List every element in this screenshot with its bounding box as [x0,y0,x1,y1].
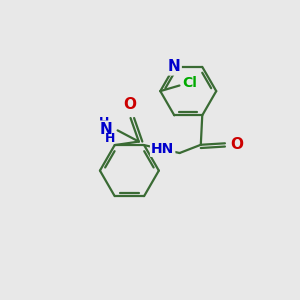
Text: N: N [100,122,112,137]
Text: O: O [124,97,136,112]
Text: H: H [98,116,109,129]
Text: O: O [230,137,243,152]
Text: N: N [168,59,181,74]
Text: HN: HN [151,142,174,156]
Text: Cl: Cl [182,76,197,90]
Text: H: H [105,131,115,145]
